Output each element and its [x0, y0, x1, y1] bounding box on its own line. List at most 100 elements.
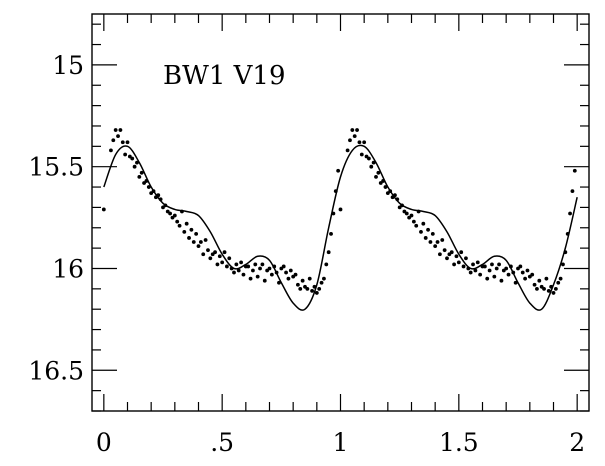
data-point — [300, 278, 305, 283]
data-point — [421, 221, 426, 226]
data-point — [277, 280, 281, 285]
data-point — [151, 189, 156, 194]
data-point — [530, 272, 535, 277]
data-point — [305, 286, 310, 291]
data-point — [255, 274, 260, 279]
data-point — [286, 276, 291, 281]
data-point — [269, 272, 274, 277]
data-point — [267, 266, 272, 271]
data-point — [203, 238, 208, 242]
data-point — [433, 244, 438, 248]
data-point — [556, 280, 561, 285]
data-point — [220, 260, 225, 265]
data-point — [213, 250, 217, 255]
data-point — [558, 276, 563, 281]
data-point — [499, 278, 504, 283]
data-point — [324, 262, 329, 267]
axis-ticks — [92, 14, 589, 412]
data-point — [352, 134, 357, 139]
data-point — [272, 264, 277, 269]
data-point — [371, 160, 376, 165]
data-point — [246, 264, 251, 269]
data-point — [135, 160, 139, 165]
data-point — [430, 231, 435, 236]
data-point — [234, 262, 239, 267]
data-point — [553, 286, 558, 291]
data-point — [376, 170, 381, 175]
data-point — [123, 152, 128, 157]
data-point — [454, 254, 459, 259]
data-point — [395, 197, 400, 202]
data-point — [322, 276, 326, 281]
data-point — [490, 262, 494, 267]
data-point — [222, 250, 227, 255]
data-point — [452, 262, 456, 267]
data-point — [438, 252, 442, 257]
data-point — [248, 276, 253, 281]
data-point — [511, 270, 516, 275]
data-point — [561, 262, 565, 267]
data-point — [194, 231, 199, 236]
data-point — [506, 272, 511, 277]
data-point — [497, 262, 501, 267]
x-tick-label: 1.5 — [439, 428, 479, 457]
data-point — [362, 140, 367, 145]
star-name-label: BW1 V19 — [163, 61, 286, 91]
data-point — [568, 211, 572, 216]
data-point — [563, 250, 568, 255]
y-tick-label: 15 — [52, 51, 84, 80]
data-point — [191, 240, 196, 244]
data-point — [411, 219, 416, 224]
data-point — [404, 211, 409, 216]
data-point — [414, 223, 419, 228]
data-point — [258, 266, 262, 271]
data-point — [423, 236, 428, 240]
data-point — [137, 174, 142, 179]
data-point — [175, 219, 180, 224]
data-point — [293, 272, 298, 277]
data-point — [336, 168, 341, 173]
data-point — [326, 250, 331, 255]
data-point — [225, 264, 229, 269]
data-point — [288, 268, 293, 273]
data-point — [139, 170, 144, 175]
data-point — [416, 209, 421, 214]
data-point — [345, 148, 350, 153]
data-point — [570, 189, 575, 194]
data-point — [355, 128, 359, 132]
data-point — [475, 260, 480, 265]
data-point — [440, 238, 445, 242]
data-point — [111, 138, 116, 143]
y-tick-label: 16 — [52, 254, 84, 283]
data-point — [307, 276, 312, 281]
data-point — [206, 248, 210, 253]
data-point — [329, 231, 333, 236]
data-point — [445, 256, 449, 261]
data-point — [251, 268, 255, 273]
data-point — [482, 264, 487, 269]
data-point — [333, 189, 338, 194]
data-point — [232, 270, 236, 275]
data-point — [551, 291, 556, 295]
data-point — [184, 221, 189, 226]
data-point — [227, 256, 232, 261]
data-point — [201, 252, 206, 257]
data-point — [312, 284, 317, 289]
data-point — [383, 185, 388, 189]
y-tick-label: 15.5 — [28, 153, 84, 182]
data-point — [485, 276, 490, 281]
data-point — [296, 282, 300, 287]
data-point — [459, 250, 464, 255]
data-point — [504, 266, 509, 271]
data-point — [109, 148, 113, 153]
data-point — [572, 168, 577, 173]
fit-curve-layer — [103, 144, 578, 311]
data-point — [464, 256, 468, 261]
x-tick-label: 2 — [569, 428, 585, 457]
data-point — [298, 286, 303, 291]
data-point — [132, 164, 137, 169]
data-point — [535, 286, 539, 291]
data-point — [426, 227, 430, 232]
data-point — [130, 156, 135, 161]
